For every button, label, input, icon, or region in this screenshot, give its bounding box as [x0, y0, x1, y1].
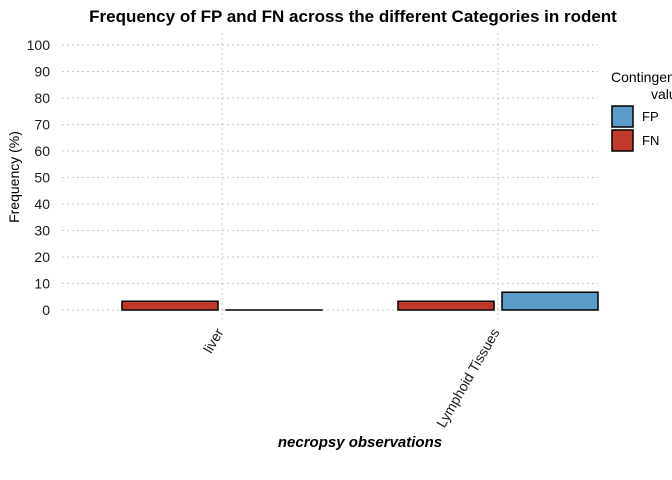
y-tick-label: 0: [42, 302, 50, 318]
y-axis-title: Frequency (%): [6, 131, 22, 223]
y-tick-label: 90: [34, 64, 50, 80]
x-tick-label: Lymphoid Tissues: [433, 326, 503, 431]
y-tick-label: 100: [27, 37, 51, 53]
bar-fp-1: [501, 291, 599, 311]
x-axis-title: necropsy observations: [278, 434, 442, 451]
grid: [62, 33, 598, 322]
legend-title-line-2: value: [651, 86, 672, 102]
y-tick-label: 10: [34, 276, 50, 292]
legend-swatch-fn: [611, 129, 634, 152]
chart-title: Frequency of FP and FN across the differ…: [89, 7, 617, 26]
y-tick-labels: 0 10 20 30 40 50 60 70 80 90 100: [27, 37, 51, 318]
legend-title-line-1: Contingency: [611, 69, 672, 85]
y-tick-label: 40: [34, 196, 50, 212]
bars: [121, 291, 599, 311]
legend-label-fp: FP: [642, 109, 659, 124]
y-tick-label: 30: [34, 223, 50, 239]
bar-fn-0: [121, 300, 219, 311]
y-tick-label: 80: [34, 90, 50, 106]
bar-fn-1: [397, 300, 495, 311]
legend-label-fn: FN: [642, 133, 659, 148]
y-tick-label: 60: [34, 143, 50, 159]
x-tick-label: liver: [200, 325, 227, 356]
y-tick-label: 70: [34, 117, 50, 133]
legend: Contingency value FP FN: [611, 69, 672, 152]
y-tick-label: 50: [34, 170, 50, 186]
y-tick-label: 20: [34, 249, 50, 265]
legend-swatch-fp: [611, 105, 634, 128]
x-tick-labels: liver Lymphoid Tissues: [200, 325, 503, 430]
